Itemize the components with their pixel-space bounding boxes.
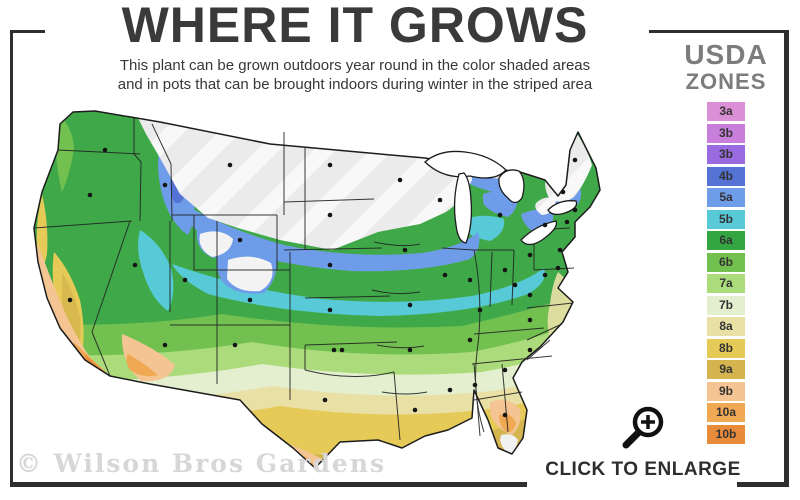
usa-hardiness-zone-map	[33, 110, 601, 469]
legend-swatch-15-10b: 10b	[707, 424, 745, 444]
frame-right-border	[784, 30, 789, 487]
legend-swatch-12-9a: 9a	[707, 360, 745, 379]
legend-swatch-2-3b: 3b	[707, 145, 745, 164]
subtitle-line-2: and in pots that can be brought indoors …	[117, 76, 593, 93]
legend-swatch-6-6a: 6a	[707, 231, 745, 250]
frame-top-left-border	[10, 30, 45, 33]
legend-swatch-5-5b: 5b	[707, 209, 745, 229]
legend-swatch-4-5a: 5a	[707, 188, 745, 207]
frame-top-right-border	[649, 30, 789, 33]
frame-bottom-right-border	[737, 482, 789, 487]
legend-title-zones: ZONES	[685, 69, 767, 94]
legend-swatch-7-6b: 6b	[707, 252, 745, 272]
legend-swatch-14-10a: 10a	[707, 403, 745, 422]
legend-swatch-13-9b: 9b	[707, 381, 745, 401]
click-to-enlarge-button[interactable]: CLICK TO ENLARGE	[543, 404, 743, 481]
legend-zone-list: 3a 3b 3b 4b 5a 5b 6a 6b 7a 7b 8a 8b 9a 9b 10a 10b	[684, 102, 768, 444]
legend-swatch-3-4b: 4b	[707, 166, 745, 186]
legend-title-usda: USDA	[684, 39, 768, 70]
legend-swatch-1-3b: 3b	[707, 123, 745, 143]
usda-zones-legend: USDA ZONES 3a 3b 3b 4b 5a 5b 6a 6b 7a 7b 8a 8b 9a 9b 1…	[684, 40, 768, 446]
legend-swatch-9-7b: 7b	[707, 295, 745, 315]
click-to-enlarge-label: CLICK TO ENLARGE	[545, 459, 741, 480]
frame-bottom-left-border	[10, 482, 527, 487]
legend-swatch-11-8b: 8b	[707, 338, 745, 358]
frame-left-border	[10, 30, 13, 487]
watermark: © Wilson Bros Gardens	[16, 449, 387, 478]
legend-swatch-0-3a: 3a	[707, 102, 745, 121]
page-subtitle: This plant can be grown outdoors year ro…	[25, 56, 685, 94]
legend-swatch-10-8a: 8a	[707, 317, 745, 336]
page-title: WHERE IT GROWS	[121, 0, 589, 53]
subtitle-line-1: This plant can be grown outdoors year ro…	[119, 57, 591, 74]
legend-swatch-8-7a: 7a	[707, 274, 745, 293]
magnifier-plus-icon	[622, 406, 664, 449]
